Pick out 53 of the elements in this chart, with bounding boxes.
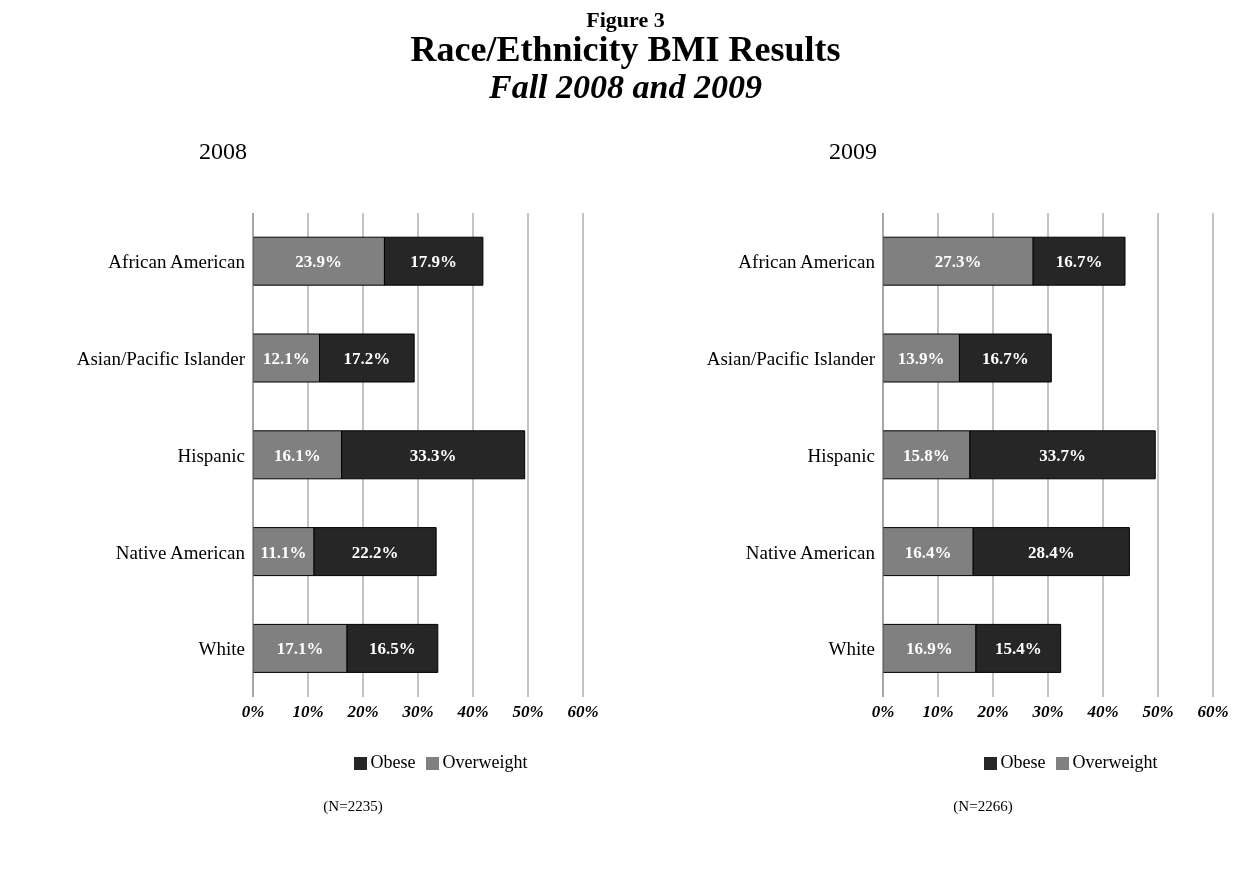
data-label: 33.3% <box>409 445 457 465</box>
data-label: 16.4% <box>904 542 952 562</box>
data-label: 17.9% <box>410 252 458 272</box>
data-label: 23.9% <box>295 252 343 272</box>
data-label: 11.1% <box>260 542 307 562</box>
y-tick-label: Asian/Pacific Islander <box>706 347 876 369</box>
x-tick-label: 20% <box>346 702 379 722</box>
legend-label: Obese <box>1000 752 1046 772</box>
y-tick-label: Asian/Pacific Islander <box>76 347 246 369</box>
data-label: 33.7% <box>1039 445 1086 465</box>
text: (N=2235) <box>322 798 384 815</box>
x-tick-label: 40% <box>456 702 489 722</box>
y-tick-label: Hispanic <box>807 444 875 466</box>
data-label: 16.7% <box>982 349 1029 369</box>
legend-label: Overweight <box>442 752 528 772</box>
y-tick-label: White <box>198 638 245 660</box>
legend-label: Obese <box>370 752 416 772</box>
y-tick-label: Hispanic <box>177 444 245 466</box>
data-label: 27.3% <box>934 252 982 272</box>
x-tick-label: 60% <box>567 702 599 722</box>
x-tick-label: 40% <box>1086 702 1119 722</box>
data-label: 15.4% <box>994 639 1042 659</box>
data-label: 17.1% <box>276 639 324 659</box>
data-label: 16.7% <box>1055 252 1103 272</box>
y-tick-label: Native American <box>115 541 246 563</box>
data-label: 12.1% <box>262 349 310 369</box>
data-label: 16.9% <box>906 639 953 659</box>
chart-title: 2008 <box>198 138 248 166</box>
data-label: 28.4% <box>1027 542 1075 562</box>
data-label: 22.2% <box>351 542 399 562</box>
x-tick-label: 50% <box>512 702 544 722</box>
x-tick-label: 20% <box>976 702 1009 722</box>
data-label: 15.8% <box>903 445 950 465</box>
data-label: 17.2% <box>343 349 391 369</box>
caption: Figure 3 <box>585 7 666 32</box>
y-tick-label: Native American <box>745 541 876 563</box>
text: (N=2266) <box>952 798 1014 815</box>
x-tick-label: 30% <box>401 702 434 722</box>
x-tick-label: 10% <box>922 702 954 722</box>
legend-label: Overweight <box>1072 752 1158 772</box>
x-tick-label: 50% <box>1142 702 1174 722</box>
y-tick-label: African American <box>108 251 246 273</box>
x-tick-label: 30% <box>1031 702 1064 722</box>
x-tick-label: 60% <box>1197 702 1229 722</box>
x-tick-label: 10% <box>292 702 324 722</box>
data-label: 13.9% <box>897 349 945 369</box>
x-tick-label: 0% <box>241 702 265 722</box>
data-label: 16.1% <box>273 445 321 465</box>
y-tick-label: White <box>828 638 875 660</box>
chart-title: 2009 <box>828 138 878 166</box>
data-label: 16.5% <box>369 639 416 659</box>
y-tick-label: African American <box>738 251 876 273</box>
x-tick-label: 0% <box>871 702 895 722</box>
